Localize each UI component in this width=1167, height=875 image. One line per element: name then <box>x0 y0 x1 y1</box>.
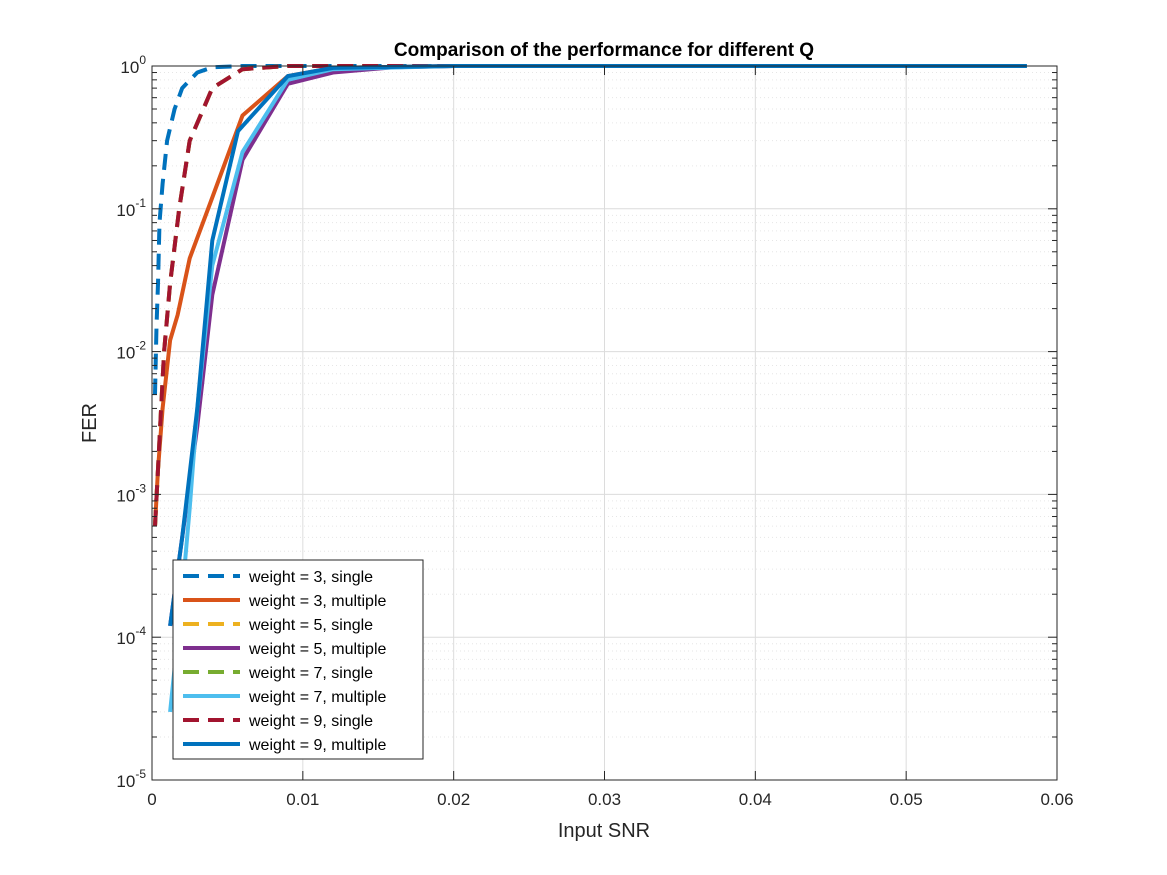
x-tick-label: 0.03 <box>588 790 621 809</box>
legend-label: weight = 9, multiple <box>248 737 387 754</box>
legend-label: weight = 3, single <box>248 569 373 586</box>
y-tick-base: 10 <box>120 58 139 77</box>
x-axis-label: Input SNR <box>558 820 650 842</box>
y-tick-base: 10 <box>116 772 135 791</box>
x-tick-label: 0.01 <box>286 790 319 809</box>
y-tick-label: 10-3 <box>116 481 146 505</box>
y-tick-base: 10 <box>116 629 135 648</box>
x-tick-label: 0 <box>147 790 156 809</box>
y-tick-label: 10-1 <box>116 196 146 220</box>
y-tick-label: 10-2 <box>116 339 146 363</box>
x-tick-labels: 0 0.01 0.02 0.03 0.04 0.05 0.06 <box>147 790 1073 809</box>
legend-label: weight = 7, single <box>248 665 373 682</box>
y-tick-label: 10-5 <box>116 767 146 791</box>
y-tick-label: 100 <box>120 53 146 77</box>
x-tick-label: 0.06 <box>1040 790 1073 809</box>
x-tick-label: 0.02 <box>437 790 470 809</box>
legend-label: weight = 5, multiple <box>248 641 387 658</box>
y-axis-label: FER <box>79 403 101 443</box>
legend-label: weight = 7, multiple <box>248 689 387 706</box>
y-tick-base: 10 <box>116 486 135 505</box>
y-tick-exponent: -2 <box>135 339 146 353</box>
y-tick-exponent: -4 <box>135 624 146 638</box>
series-layer <box>153 64 1027 713</box>
legend-label: weight = 3, multiple <box>248 593 387 610</box>
y-tick-exponent: -5 <box>135 767 146 781</box>
y-tick-exponent: -1 <box>135 196 146 210</box>
chart-title: Comparison of the performance for differ… <box>394 40 814 61</box>
x-tick-label: 0.04 <box>739 790 772 809</box>
legend[interactable]: weight = 3, single weight = 3, multiple we… <box>172 559 424 760</box>
legend-box <box>172 559 424 760</box>
y-tick-base: 10 <box>116 344 135 363</box>
x-tick-label: 0.05 <box>890 790 923 809</box>
legend-entries: weight = 3, single weight = 3, multiple we… <box>183 569 387 754</box>
y-tick-base: 10 <box>116 201 135 220</box>
y-tick-label: 10-4 <box>116 624 146 648</box>
legend-label: weight = 9, single <box>248 713 373 730</box>
axis-ticks <box>151 65 1058 781</box>
series-line-7 <box>153 64 997 527</box>
y-tick-exponent: -3 <box>135 481 146 495</box>
legend-label: weight = 5, single <box>248 617 373 634</box>
y-tick-exponent: 0 <box>139 53 146 67</box>
